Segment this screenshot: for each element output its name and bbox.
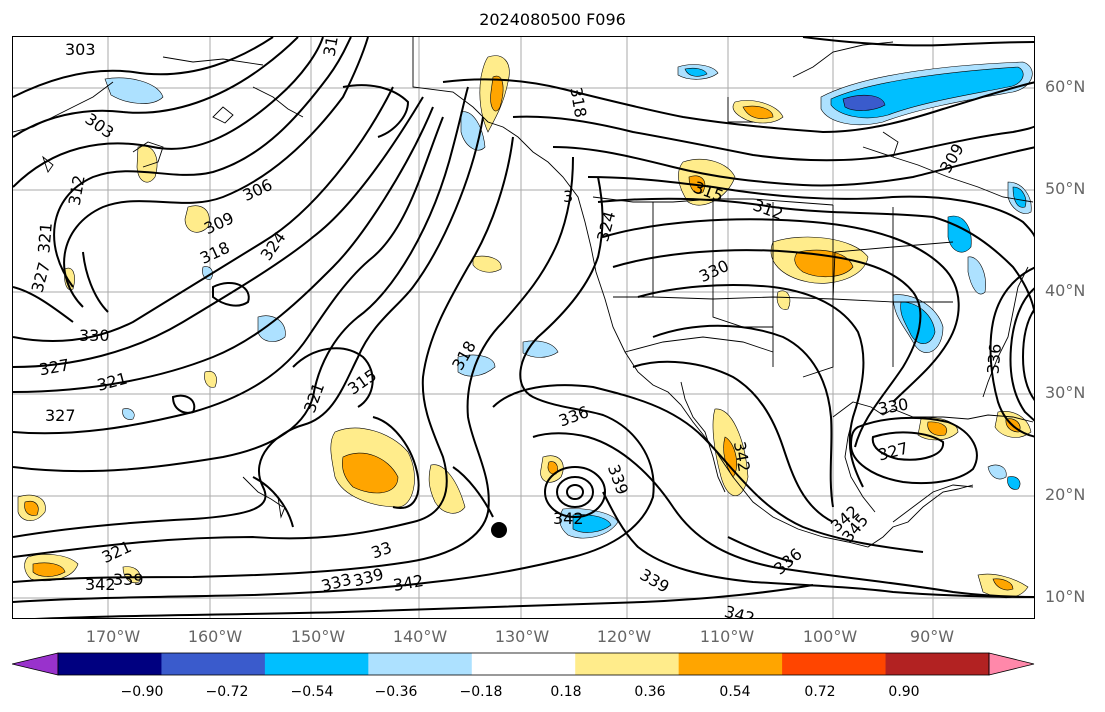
colorbar-tick-label: −0.54 — [290, 684, 334, 700]
lat-label: 50°N — [1045, 179, 1086, 198]
lon-label: 150°W — [290, 627, 346, 646]
contour-label: 330 — [876, 394, 909, 418]
lat-label: 10°N — [1045, 587, 1086, 606]
lon-label: 90°W — [909, 627, 955, 646]
contour-label: 336 — [983, 343, 1005, 375]
lon-label: 170°W — [85, 627, 141, 646]
height-contours — [13, 37, 1034, 618]
colorbar-frame — [57, 652, 990, 676]
colorbar-cell — [58, 653, 162, 675]
contour-label: 312 — [65, 174, 89, 207]
colorbar-cell — [264, 653, 369, 675]
colorbar-cell — [471, 653, 576, 675]
colorbar-cell — [885, 653, 990, 675]
contour-label: 318 — [566, 86, 590, 119]
storm-marker — [491, 522, 507, 538]
contour-label: 303 — [82, 109, 118, 142]
lat-label: 20°N — [1045, 485, 1086, 504]
gridlines — [13, 37, 1034, 618]
colorbar-tick-label: −0.90 — [120, 684, 164, 700]
contour-label: 339 — [637, 565, 673, 597]
colorbar-cells — [12, 652, 1035, 676]
contour-label: 321 — [34, 222, 56, 254]
colorbar-cell — [161, 653, 266, 675]
contour-label: 342 — [85, 575, 116, 594]
colorbar-tick-label: 0.36 — [634, 684, 666, 700]
contour-label: 339 — [113, 570, 144, 589]
map-svg: 303 303 31 312 306 309 318 324 321 327 3… — [13, 37, 1034, 619]
contour-label: 333 — [319, 570, 353, 596]
map-title: 2024080500 F096 — [479, 10, 626, 29]
contour-label: 3 — [563, 187, 573, 206]
contour-label: 33 — [369, 538, 395, 563]
colorbar-tick-label: 0.72 — [804, 684, 836, 700]
colorbar-extend-max — [988, 652, 1035, 676]
lon-label: 130°W — [494, 627, 550, 646]
colorbar-tick-label: −0.36 — [374, 684, 418, 700]
contour-label: 303 — [65, 40, 96, 59]
lon-label: 140°W — [392, 627, 448, 646]
contour-label: 342 — [722, 602, 756, 619]
colorbar — [12, 652, 1035, 676]
lon-label: 120°W — [596, 627, 652, 646]
contour-label: 336 — [770, 544, 806, 578]
contour-label: 327 — [38, 355, 71, 379]
contour-label: 321 — [95, 369, 129, 395]
contour-label: 321 — [300, 380, 328, 415]
colorbar-cell — [368, 653, 473, 675]
colorbar-cell — [782, 653, 887, 675]
contour-label: 327 — [28, 260, 54, 294]
colorbar-tick-label: −0.72 — [205, 684, 249, 700]
positive-shading — [17, 55, 1032, 599]
contour-label: 330 — [79, 326, 110, 345]
lat-label: 60°N — [1045, 77, 1086, 96]
contour-label: 339 — [604, 462, 632, 497]
colorbar-tick-label: 0.54 — [719, 684, 751, 700]
contour-label: 31 — [320, 37, 342, 58]
colorbar-cell — [575, 653, 680, 675]
contour-label: 324 — [593, 209, 619, 243]
colorbar-tick-label: 0.90 — [888, 684, 920, 700]
contour-label: 306 — [240, 175, 276, 205]
colorbar-cell — [678, 653, 783, 675]
contour-label: 342 — [392, 571, 425, 595]
contour-label: 330 — [696, 256, 732, 286]
lat-label: 30°N — [1045, 383, 1086, 402]
contour-label: 342 — [553, 509, 584, 528]
colorbar-tick-label: −0.18 — [459, 684, 503, 700]
colorbar-tick-label: 0.18 — [550, 684, 582, 700]
contour-label: 321 — [99, 537, 135, 567]
contour-label: 327 — [45, 406, 76, 425]
map-panel: 303 303 31 312 306 309 318 324 321 327 3… — [12, 36, 1035, 619]
lat-label: 40°N — [1045, 281, 1086, 300]
lon-label: 110°W — [699, 627, 755, 646]
lon-label: 100°W — [802, 627, 858, 646]
lon-label: 160°W — [187, 627, 243, 646]
contour-label: 327 — [876, 438, 910, 464]
colorbar-extend-min — [12, 652, 59, 676]
